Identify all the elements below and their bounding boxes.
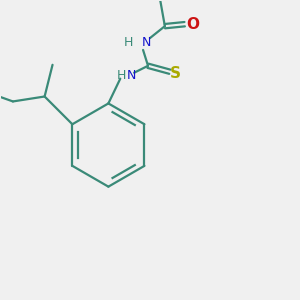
Text: O: O xyxy=(186,17,199,32)
Text: S: S xyxy=(170,66,181,81)
Text: N: N xyxy=(142,35,152,49)
Text: N: N xyxy=(127,69,136,82)
Text: H: H xyxy=(124,35,133,49)
Text: H: H xyxy=(117,69,126,82)
